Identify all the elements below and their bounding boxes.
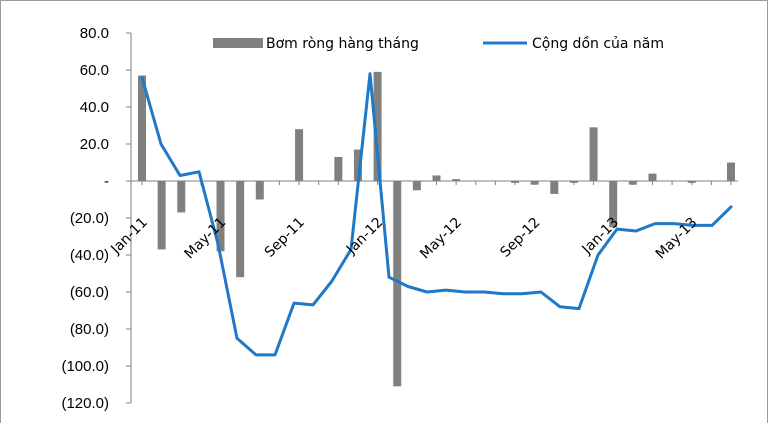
y-tick-label: (20.0) [70,210,109,227]
legend-label-bar: Bơm ròng hàng tháng [266,36,419,52]
legend-swatch-bar [213,38,263,48]
bar-Feb-12 [393,181,402,387]
x-tick-label: Sep-11 [262,215,308,261]
y-tick-label: 60.0 [80,62,109,79]
bar-Jul-11 [255,181,264,200]
bar-series [138,71,735,387]
legend: Bơm ròng hàng tháng Cộng dồn của năm [213,35,664,52]
x-axis [131,180,738,185]
bar-Mar-12 [412,181,421,191]
y-tick-label: - [104,173,109,190]
y-tick-label: 20.0 [80,136,109,153]
bar-Apr-12 [432,175,441,181]
x-tick-label: May-12 [417,215,465,263]
bar-Nov-11 [334,156,343,181]
bar-Jan-13 [609,181,618,228]
bar-Dec-12 [589,127,598,181]
y-tick-label: 40.0 [80,99,109,116]
line-series [140,72,733,357]
bar-Mar-13 [648,173,657,181]
y-axis: 80.0 60.0 40.0 20.0 - (20.0) (40.0) (60.0) (80.0… [61,25,132,412]
bar-May-11 [216,181,225,252]
bar-Jan-12 [373,71,382,181]
bar-Jun-11 [236,181,245,278]
y-tick-label: (60.0) [70,284,109,301]
bar-Oct-12 [550,181,559,194]
legend-label-line: Cộng dồn của năm [532,35,664,52]
bar-Sep-11 [295,129,304,181]
x-tick-label: Jan-11 [107,215,150,258]
x-tick-label: Jan-12 [343,215,386,258]
x-tick-label: Sep-12 [497,215,543,261]
y-tick-label: (40.0) [70,247,109,264]
bar-May-12 [452,179,461,181]
y-tick-label: (120.0) [61,395,109,412]
bar-Jan-11 [138,75,146,181]
x-tick-label: May-13 [653,215,701,263]
y-tick-label: 80.0 [80,25,109,42]
bar-Mar-11 [177,181,186,213]
y-tick-label: (80.0) [70,321,109,338]
bar-Feb-11 [157,181,166,250]
line-cumulative [140,72,733,357]
bar-Dec-11 [353,149,362,181]
y-tick-label: (100.0) [61,358,109,375]
bar-Jul-13 [727,162,735,181]
